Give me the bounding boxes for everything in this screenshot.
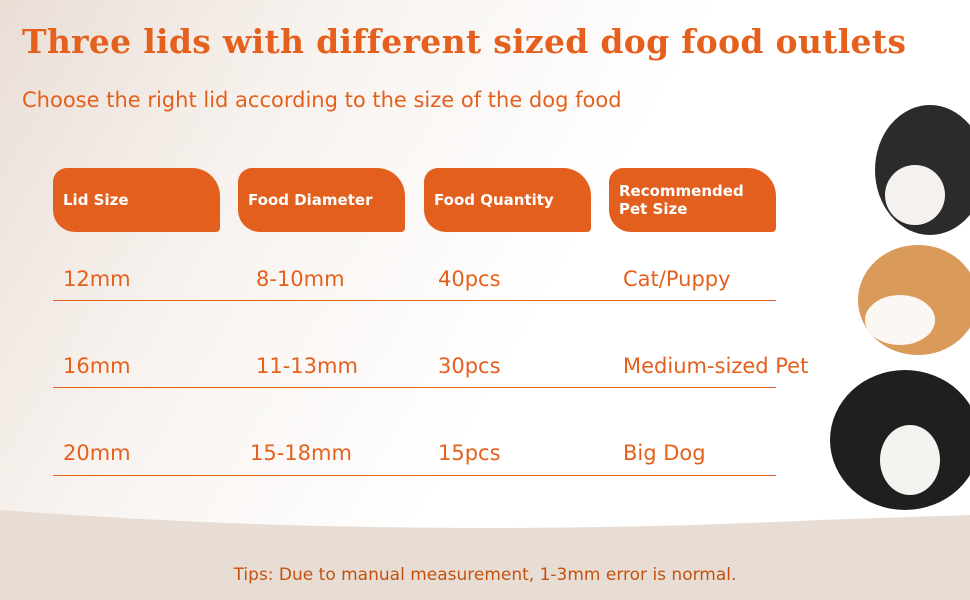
table-cell: 15pcs <box>438 441 501 465</box>
row-divider <box>53 387 776 388</box>
column-header: Food Diameter <box>238 168 405 232</box>
column-header: Lid Size <box>53 168 220 232</box>
table-cell: 30pcs <box>438 354 501 378</box>
table-cell: 16mm <box>63 354 131 378</box>
row-divider <box>53 475 776 476</box>
dog-illustration <box>830 105 970 510</box>
table-cell: Big Dog <box>623 441 706 465</box>
column-header: Recommended Pet Size <box>609 168 776 232</box>
table-cell: 11-13mm <box>256 354 358 378</box>
table-cell: 15-18mm <box>250 441 352 465</box>
table-cell: Medium-sized Pet <box>623 354 809 378</box>
tips: Tips: Due to manual measurement, 1-3mm e… <box>233 565 737 585</box>
row-divider <box>53 300 776 301</box>
table-cell: 20mm <box>63 441 131 465</box>
column-header: Food Quantity <box>424 168 591 232</box>
table-cell: 40pcs <box>438 267 501 291</box>
bottom-band <box>0 510 970 600</box>
table-cell: 12mm <box>63 267 131 291</box>
table-cell: Cat/Puppy <box>623 267 731 291</box>
table-cell: 8-10mm <box>256 267 345 291</box>
subtitle: Choose the right lid according to the si… <box>22 88 622 112</box>
title: Three lids with different sized dog food… <box>22 22 907 61</box>
